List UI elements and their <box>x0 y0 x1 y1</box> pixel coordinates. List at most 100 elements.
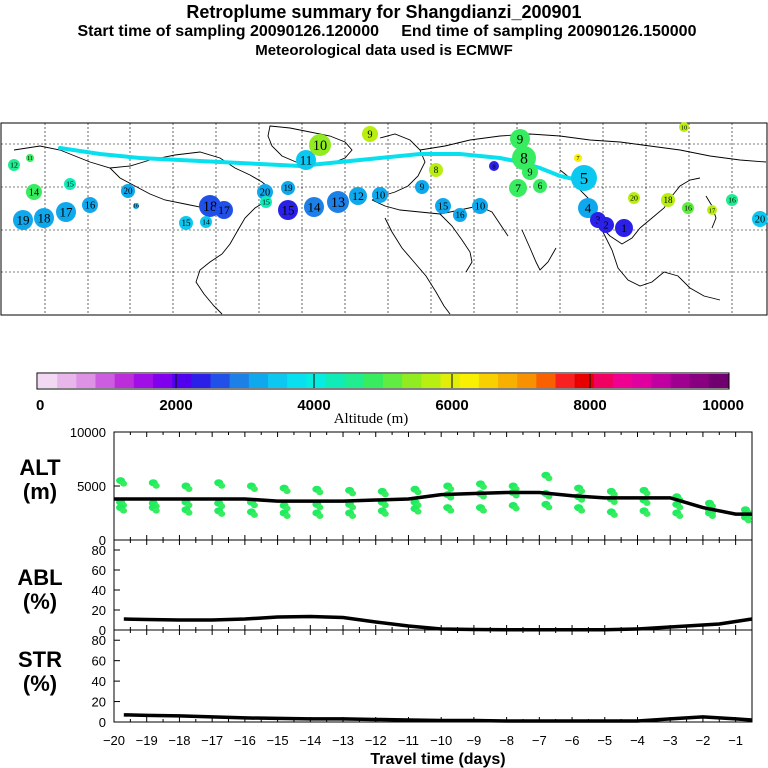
map-marker: 9 <box>522 164 538 180</box>
map-marker-dot <box>13 210 33 230</box>
colorbar-cell <box>95 374 116 388</box>
colorbar-cell <box>613 374 633 388</box>
x-tick-label: −19 <box>136 733 158 748</box>
alt-point <box>185 509 193 516</box>
map-marker: 20 <box>121 184 135 198</box>
alt-point <box>447 494 455 501</box>
alt-point <box>578 496 586 503</box>
alt-point <box>349 490 357 497</box>
map-marker: 2 <box>598 217 614 233</box>
colorbar-cell <box>421 374 441 388</box>
map-marker-dot <box>489 161 499 171</box>
colorbar-cell <box>536 374 556 388</box>
x-tick-label: −11 <box>398 733 419 748</box>
x-tick-label: −8 <box>499 733 514 748</box>
map-marker: 20 <box>628 192 640 204</box>
map-marker-dot <box>415 180 429 194</box>
colorbar-cell <box>38 374 58 388</box>
map-marker-label: 20 <box>755 215 765 226</box>
map-marker-dot <box>281 181 295 195</box>
map-marker-dot <box>578 198 598 218</box>
alt-point <box>414 508 422 515</box>
pct-y-tick-label: 60 <box>92 654 106 669</box>
colorbar-cell <box>555 374 576 388</box>
map-marker-dot <box>510 129 530 149</box>
map-marker-label: 16 <box>455 210 465 220</box>
pct-y-tick-label: 20 <box>92 695 106 710</box>
map-marker-label: 17 <box>709 207 716 214</box>
map-marker-dot <box>179 216 193 230</box>
colorbar-tick-label: 8000 <box>573 397 606 414</box>
x-tick-label: −2 <box>696 733 711 748</box>
map-marker: 15 <box>179 216 193 230</box>
x-tick-label: −6 <box>565 733 580 748</box>
pct-y-tick-label: 40 <box>92 674 106 689</box>
colorbar-cell <box>191 374 211 388</box>
map-marker-dot <box>661 193 675 207</box>
alt-point <box>643 510 651 517</box>
map-marker-dot <box>509 179 527 197</box>
map-marker-label: 9 <box>420 182 425 192</box>
map-marker: 12 <box>8 159 20 171</box>
altitude-colorbar: 0 2000 4000 6000 8000 10000 Altitude (m) <box>36 372 744 427</box>
pct-y-tick-label: 60 <box>92 563 106 578</box>
pct-y-tick-label: 0 <box>99 715 106 730</box>
map-marker-label: 17 <box>218 204 230 217</box>
colorbar-cell <box>478 374 499 388</box>
colorbar-cell <box>574 374 595 388</box>
map-marker: 14 <box>304 197 324 217</box>
map-marker-label: 18 <box>38 211 51 226</box>
colorbar-tick-label: 0 <box>36 397 44 414</box>
colorbar-tick-labels: 0 2000 4000 6000 8000 10000 <box>36 397 744 414</box>
colorbar-cells <box>38 374 729 388</box>
map-marker: 1 <box>615 219 633 237</box>
alt-point <box>250 486 258 492</box>
alt-point <box>447 486 455 492</box>
alt-point <box>708 513 716 519</box>
map-marker: 20 <box>257 184 273 200</box>
panel-y-label-line: (%) <box>23 671 57 696</box>
pct-series-line <box>123 614 753 632</box>
map-marker-dot <box>726 194 738 206</box>
alt-y-tick-label: 0 <box>99 533 106 548</box>
map-marker-dot <box>121 184 135 198</box>
panel-border <box>113 629 753 723</box>
alt-point <box>643 500 651 507</box>
map-marker: 17 <box>215 201 233 219</box>
map-marker: 7 <box>509 179 527 197</box>
alt-point <box>250 511 258 518</box>
map-marker: 17 <box>56 202 76 222</box>
x-tick-label: −16 <box>234 733 256 748</box>
map-marker: 11 <box>296 150 316 170</box>
map-marker-label: 8 <box>434 165 439 175</box>
panel-y-label-line: ALT <box>19 455 61 480</box>
alt-point <box>676 513 684 519</box>
colorbar-cell <box>593 374 614 388</box>
x-tick-label: −4 <box>630 733 645 748</box>
alt-point <box>479 483 487 490</box>
alt-point <box>643 490 651 497</box>
alt-point <box>120 507 128 514</box>
colorbar-cell <box>498 374 518 388</box>
map-marker-dot <box>278 200 298 220</box>
map-marker-label: 15 <box>262 198 270 207</box>
x-tick-label: −5 <box>597 733 612 748</box>
alt-point <box>578 507 586 514</box>
x-tick-label: −15 <box>267 733 289 748</box>
alt-point <box>381 502 389 509</box>
x-tick-label: −13 <box>332 733 354 748</box>
map-marker-label: 8 <box>520 150 528 167</box>
map-marker-label: 1 <box>621 222 627 235</box>
colorbar-cell <box>402 374 422 388</box>
map-marker: 8 <box>429 163 443 177</box>
colorbar-frame <box>36 372 730 390</box>
x-tick-label: −17 <box>201 733 223 748</box>
map-marker-dot <box>435 198 451 214</box>
alt-point <box>152 507 160 514</box>
map-marker-label: 14 <box>202 218 210 227</box>
map-marker: 5 <box>571 165 597 191</box>
alt-point <box>414 489 422 496</box>
alt-point <box>349 513 357 519</box>
